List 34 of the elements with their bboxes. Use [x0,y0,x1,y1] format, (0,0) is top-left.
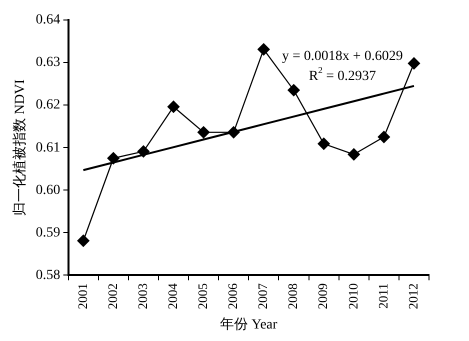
x-tick-label: 2004 [164,282,180,310]
x-tick-label: 2005 [194,283,210,310]
x-tick-label: 2006 [225,282,240,310]
point [77,234,90,247]
point [167,100,180,113]
y-tick-label: 0.64 [36,12,60,28]
y-tick-label: 0.62 [36,98,60,113]
point [348,148,360,161]
y-tick-label: 0.58 [36,268,60,283]
y-axis-title: 归一化植被指数 NDVI [12,79,28,216]
x-tick-label: 2009 [315,283,330,310]
x-tick-label: 2007 [255,282,270,310]
x-tick-label: 2001 [74,283,90,310]
y-tick-label: 0.63 [36,55,60,70]
point [107,152,120,164]
x-tick-label: 2008 [285,283,300,310]
x-tick-label: 2003 [134,283,150,310]
point [408,57,420,70]
x-tick-label: 2002 [104,283,120,310]
point [318,138,330,150]
point [228,126,240,138]
y-tick-label: 0.61 [36,140,60,156]
point [137,145,150,158]
point [197,126,210,138]
x-tick-label: 2010 [345,283,360,310]
y-tick-label: 0.60 [36,182,60,198]
y-tick-label: 0.59 [36,225,60,240]
annotation: y = 0.0018x + 0.6029 [282,49,403,64]
x-axis-title: 年份 Year [220,316,278,332]
point [288,84,300,96]
point [378,130,390,144]
x-tick-label: 2011 [375,283,390,309]
x-tick-label: 2012 [405,283,420,310]
point [258,43,270,56]
